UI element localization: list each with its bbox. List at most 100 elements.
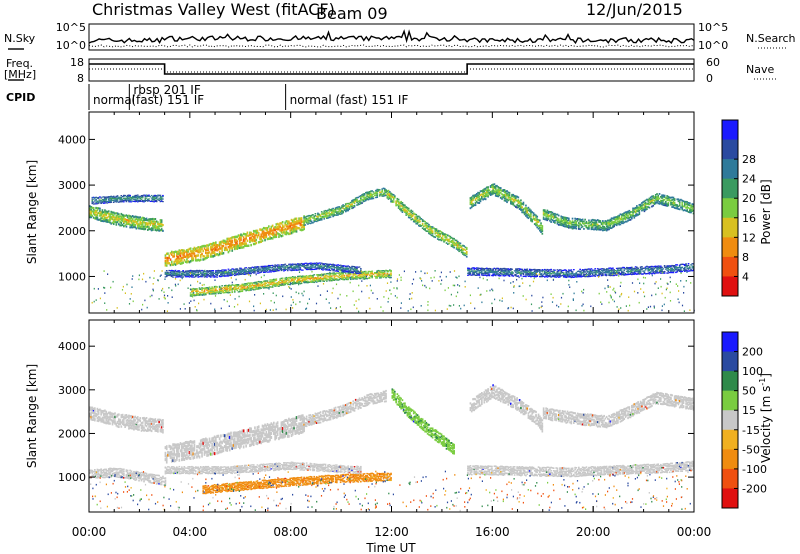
scatter-cell xyxy=(458,242,460,244)
scatter-cell xyxy=(383,270,386,272)
scatter-cell xyxy=(205,275,207,277)
scatter-cell xyxy=(196,259,198,262)
scatter-cell xyxy=(128,197,130,199)
scatter-cell xyxy=(178,270,181,272)
scatter-cell xyxy=(275,226,278,229)
scatter-cell xyxy=(320,267,323,270)
scatter-cell xyxy=(239,289,241,291)
scatter-cell xyxy=(328,210,331,212)
scatter-cell xyxy=(259,240,261,244)
scatter-cell xyxy=(551,219,554,222)
scatter-cell xyxy=(351,271,353,274)
scatter-cell xyxy=(164,264,167,267)
scatter-cell xyxy=(591,271,594,273)
scatter-cell xyxy=(315,281,318,283)
scatter-cell xyxy=(271,237,274,240)
scatter-cell xyxy=(290,263,293,265)
scatter-cell xyxy=(318,268,321,270)
scatter-cell xyxy=(574,217,576,220)
scatter-cell xyxy=(193,273,196,276)
scatter-cell xyxy=(431,230,434,232)
scatter-cell xyxy=(407,215,410,217)
scatter-cell xyxy=(157,227,159,230)
scatter-cell xyxy=(609,222,612,225)
scatter-cell xyxy=(546,215,549,218)
scatter-cell xyxy=(486,271,488,274)
scatter-cell xyxy=(475,268,478,271)
scatter-cell xyxy=(327,215,329,217)
scatter-cell xyxy=(313,217,316,220)
scatter-cell xyxy=(266,237,269,241)
scatter-cell xyxy=(252,284,255,287)
scatter-cell xyxy=(207,271,210,273)
scatter-cell xyxy=(647,266,650,268)
scatter-cell xyxy=(618,221,621,224)
scatter-cell xyxy=(305,266,308,268)
scatter-cell xyxy=(634,269,637,272)
scatter-cell xyxy=(100,202,102,205)
scatter-cell xyxy=(326,213,328,215)
scatter-cell xyxy=(508,198,511,201)
scatter-cell xyxy=(513,195,516,198)
scatter-cell xyxy=(644,202,647,204)
scatter-cell xyxy=(581,270,584,272)
scatter-cell xyxy=(541,230,544,232)
scatter-cell xyxy=(530,219,532,222)
scatter-cell xyxy=(324,275,327,277)
scatter-cell xyxy=(683,209,686,212)
scatter-cell xyxy=(245,289,247,291)
scatter-cell xyxy=(212,293,215,295)
scatter-cell xyxy=(293,283,295,285)
scatter-cell xyxy=(367,191,370,194)
scatter-cell xyxy=(236,268,239,270)
scatter-cell xyxy=(578,273,580,275)
scatter-cell xyxy=(279,222,281,225)
scatter-cell xyxy=(139,200,142,203)
scatter-cell xyxy=(459,244,462,247)
scatter-cell xyxy=(133,216,135,219)
scatter-cell xyxy=(554,216,556,219)
scatter-cell xyxy=(104,199,106,201)
scatter-cell xyxy=(182,276,184,278)
scatter-cell xyxy=(309,280,312,282)
scatter-cell xyxy=(618,216,621,219)
scatter-cell xyxy=(237,244,240,247)
scatter-cell xyxy=(565,273,568,275)
scatter-cell xyxy=(126,197,129,199)
scatter-cell xyxy=(121,196,124,198)
scatter-cell xyxy=(639,203,642,206)
scatter-cell xyxy=(245,242,247,245)
scatter-cell xyxy=(264,284,266,286)
scatter-cell xyxy=(276,232,279,235)
scatter-cell xyxy=(634,266,637,268)
scatter-cell xyxy=(247,267,250,269)
scatter-cell xyxy=(370,272,372,274)
scatter-cell xyxy=(385,190,387,192)
scatter-cell xyxy=(569,225,571,228)
scatter-cell xyxy=(159,222,162,225)
scatter-cell xyxy=(569,275,571,277)
scatter-cell xyxy=(305,277,308,280)
scatter-cell xyxy=(673,204,676,207)
scatter-cell xyxy=(634,273,637,275)
scatter-cell xyxy=(106,219,109,222)
scatter-cell xyxy=(285,225,288,228)
scatter-cell xyxy=(547,272,550,274)
scatter-cell xyxy=(628,212,631,214)
scatter-cell xyxy=(231,239,234,242)
scatter-cell xyxy=(342,276,344,278)
scatter-cell xyxy=(515,268,517,270)
scatter-cell xyxy=(222,241,225,245)
scatter-cell xyxy=(648,203,651,206)
cpid-label: CPID xyxy=(6,91,35,104)
scatter-cell xyxy=(96,214,99,217)
scatter-cell xyxy=(257,287,260,289)
scatter-cell xyxy=(328,216,331,219)
scatter-cell xyxy=(305,262,308,264)
scatter-cell xyxy=(366,195,368,198)
scatter-cell xyxy=(479,200,482,203)
scatter-cell xyxy=(116,218,119,221)
scatter-cell xyxy=(362,275,365,277)
scatter-cell xyxy=(518,269,521,271)
scatter-cell xyxy=(362,273,365,275)
